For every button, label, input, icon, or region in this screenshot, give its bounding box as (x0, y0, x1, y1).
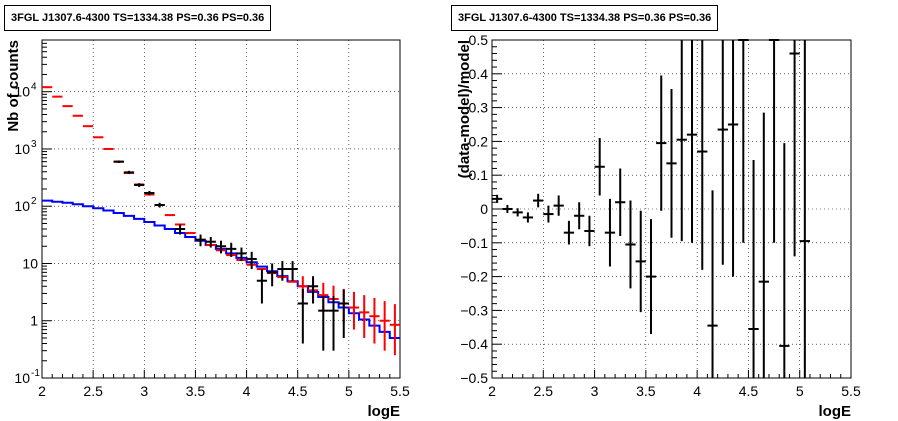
y-tick-label: 10 (14, 198, 30, 214)
x-tick-label: 4 (693, 383, 701, 399)
model-step-line (42, 199, 400, 339)
x-tick-label: 5.5 (841, 383, 861, 399)
x-tick-label: 3 (591, 383, 599, 399)
y-tick-label: 0 (480, 201, 488, 217)
y-tick-label: −0.1 (460, 235, 488, 251)
y-tick-label: 0.4 (469, 66, 489, 82)
y-tick-exponent: 3 (31, 139, 37, 150)
y-tick-label: 10 (14, 370, 30, 386)
counts-chart-title: 3FGL J1307.6-4300 TS=1334.38 PS=0.36 PS=… (4, 5, 272, 31)
x-tick-label: 2.5 (534, 383, 554, 399)
y-tick-label: 10 (14, 84, 30, 100)
y-tick-label: 10 (14, 141, 30, 157)
residuals-chart-title: 3FGL J1307.6-4300 TS=1334.38 PS=0.36 PS=… (451, 5, 719, 31)
x-axis-title: logE (368, 403, 401, 420)
x-tick-label: 5 (796, 383, 804, 399)
y-tick-exponent: 4 (31, 82, 37, 93)
x-tick-label: 2.5 (83, 383, 103, 399)
x-tick-label: 4 (243, 383, 251, 399)
y-tick-label: −0.4 (460, 336, 488, 352)
y-tick-exponent: -1 (31, 368, 40, 379)
residuals-panel: 2 2.5 3 3.5 4 4.5 5 5.5 −0.5 −0.4 −0.3 −0.2 −0.1 0 0.1… (456, 32, 861, 420)
y-tick-label: −0.3 (460, 302, 488, 318)
x-tick-label: 3.5 (186, 383, 206, 399)
y-tick-label: 0.1 (469, 167, 489, 183)
x-tick-label: 2 (488, 383, 496, 399)
y-tick-label: 10 (22, 255, 38, 271)
x-tick-label: 4.5 (288, 383, 308, 399)
x-tick-label: 4.5 (739, 383, 759, 399)
x-tick-label: 5 (345, 383, 353, 399)
x-axis-title: logE (819, 403, 852, 420)
y-tick-exponent: 2 (31, 196, 37, 207)
x-tick-label: 3.5 (636, 383, 656, 399)
y-tick-label: 0.5 (469, 32, 489, 48)
y-tick-label: −0.2 (460, 269, 488, 285)
y-tick-label: 1 (30, 313, 38, 329)
x-tick-label: 5.5 (390, 383, 410, 399)
y-axis-title: Nb of counts (5, 40, 22, 132)
y-axis-title: (data-model)/model (456, 40, 473, 178)
y-tick-label: −0.5 (460, 370, 488, 386)
y-tick-label: 0.2 (469, 133, 489, 149)
x-tick-label: 2 (38, 383, 46, 399)
x-tick-label: 3 (140, 383, 148, 399)
y-tick-label: 0.3 (469, 100, 489, 116)
